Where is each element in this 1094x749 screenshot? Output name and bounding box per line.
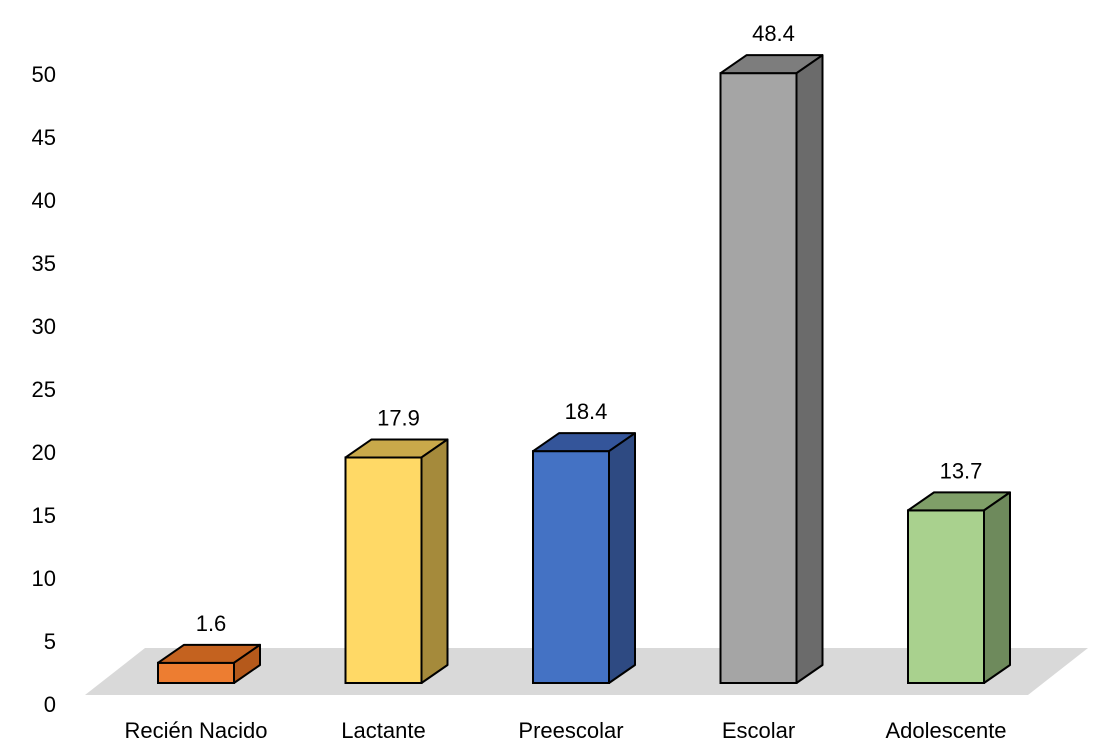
bar-front xyxy=(344,456,423,684)
bar-4 xyxy=(719,54,824,685)
bar-side xyxy=(608,432,636,684)
bar-side xyxy=(983,491,1011,684)
y-tick-label: 25 xyxy=(32,377,56,402)
bar-1 xyxy=(157,643,261,685)
y-tick-label: 40 xyxy=(32,188,56,213)
y-tick-label: 0 xyxy=(44,692,56,717)
data-label: 13.7 xyxy=(940,458,983,483)
y-axis-ticks: 0 5 10 15 20 25 30 35 40 45 50 xyxy=(32,62,56,717)
x-category-label: Adolescente xyxy=(885,718,1006,743)
bar-2 xyxy=(344,438,449,684)
bar-5 xyxy=(907,491,1011,684)
data-labels-group: 1.6 17.9 18.4 48.4 13.7 xyxy=(196,21,983,636)
y-tick-label: 45 xyxy=(32,125,56,150)
bar-front xyxy=(719,72,798,685)
y-tick-label: 10 xyxy=(32,566,56,591)
data-label: 18.4 xyxy=(565,399,608,424)
bar-3 xyxy=(532,432,636,684)
bar-front xyxy=(157,661,235,685)
y-tick-label: 35 xyxy=(32,251,56,276)
data-label: 48.4 xyxy=(752,21,795,46)
x-category-label: Recién Nacido xyxy=(124,718,267,743)
bar-side xyxy=(233,643,261,684)
data-label: 17.9 xyxy=(377,405,420,430)
category-labels-group: Recién Nacido Lactante Preescolar Escolar Ad… xyxy=(124,718,1006,743)
y-tick-label: 5 xyxy=(44,629,56,654)
bar-side xyxy=(795,54,824,684)
bar-front xyxy=(532,450,610,684)
data-label: 1.6 xyxy=(196,611,227,636)
x-category-label: Escolar xyxy=(722,718,795,743)
x-category-label: Preescolar xyxy=(518,718,623,743)
y-tick-label: 30 xyxy=(32,314,56,339)
x-category-label: Lactante xyxy=(341,718,425,743)
y-tick-label: 50 xyxy=(32,62,56,87)
bar-side xyxy=(420,438,449,684)
y-tick-label: 20 xyxy=(32,440,56,465)
y-tick-label: 15 xyxy=(32,503,56,528)
bar-front xyxy=(907,509,985,684)
bars-group xyxy=(157,54,1011,685)
